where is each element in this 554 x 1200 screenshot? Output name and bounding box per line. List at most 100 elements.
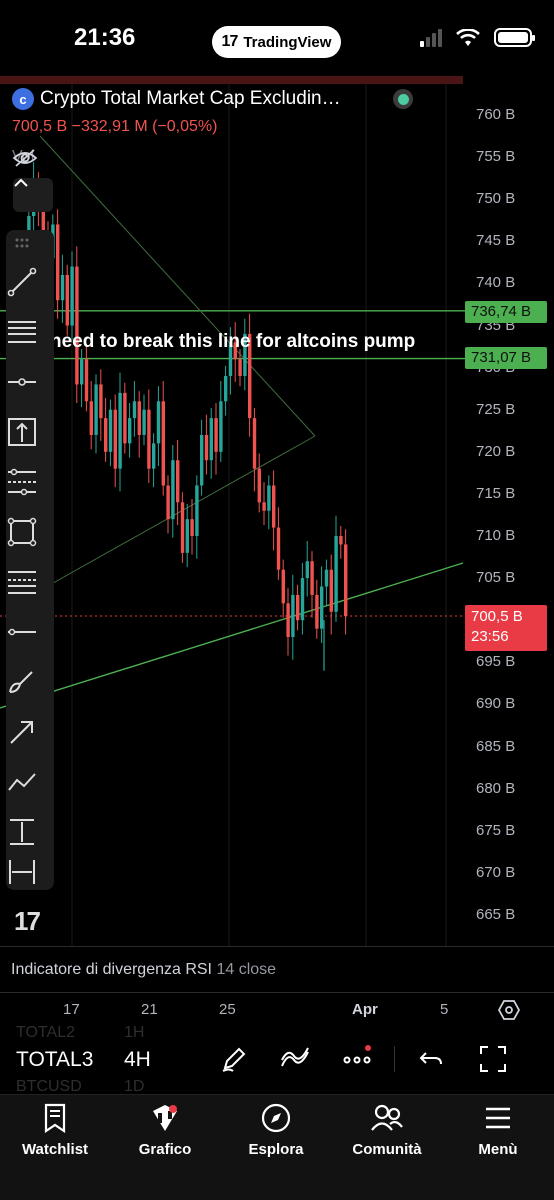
- trendline-tool-icon[interactable]: [6, 266, 38, 298]
- price-tag-731: 731,07 B: [465, 347, 547, 369]
- indicator-params: 14 close: [216, 961, 277, 978]
- ghost-symbol: TOTAL2: [16, 1024, 75, 1041]
- candle-body: [233, 342, 237, 360]
- candle-body: [228, 342, 233, 377]
- price-tag-label: 731,07 B: [471, 349, 532, 366]
- nav-label: Esplora: [248, 1141, 304, 1158]
- candle-body: [185, 519, 189, 553]
- long-position-icon[interactable]: [6, 416, 38, 448]
- time-label: 21: [141, 1001, 158, 1018]
- price-tag-736: 736,74 B: [465, 301, 547, 323]
- candle-body: [94, 384, 98, 435]
- candle-body: [291, 594, 295, 638]
- price-tick-label: 710 B: [476, 527, 516, 544]
- candle-body: [89, 401, 93, 435]
- candle-body: [248, 333, 252, 419]
- horizontal-ray-icon[interactable]: [6, 366, 38, 398]
- nav-label: Menù: [478, 1141, 518, 1158]
- candle-body: [315, 594, 319, 629]
- fib-retracement-icon[interactable]: [6, 316, 38, 348]
- path-tool-icon[interactable]: [6, 766, 38, 798]
- compass-icon: [261, 1103, 291, 1133]
- nav-watchlist[interactable]: Watchlist: [5, 1103, 105, 1158]
- candle-body: [99, 384, 103, 419]
- arrow-tool-icon[interactable]: [6, 716, 38, 748]
- pitchfork-icon[interactable]: [6, 466, 38, 498]
- candle-body: [339, 536, 343, 545]
- candle-body: [84, 359, 89, 402]
- interval-selector[interactable]: 4H: [124, 1048, 151, 1071]
- nav-community[interactable]: Comunità: [337, 1103, 437, 1158]
- rectangle-tool-icon[interactable]: [6, 516, 38, 548]
- nav-explore[interactable]: Esplora: [226, 1103, 326, 1158]
- candle-body: [243, 333, 247, 377]
- indicators-icon[interactable]: [280, 1044, 310, 1074]
- candle-body: [344, 544, 348, 616]
- candle-body: [142, 409, 146, 435]
- candle-body: [267, 485, 271, 511]
- chart-settings-icon[interactable]: [498, 999, 520, 1021]
- market-status-icon[interactable]: [393, 89, 413, 109]
- collapse-toolbar-button[interactable]: [13, 178, 53, 212]
- symbol-title[interactable]: Crypto Total Market Cap Excludin…: [40, 88, 341, 109]
- fullscreen-icon[interactable]: [478, 1044, 508, 1074]
- nav-label: Watchlist: [21, 1141, 89, 1158]
- chart-text-annotation[interactable]: need to break this line for altcoins pum…: [50, 331, 416, 352]
- price-tick-label: 705 B: [476, 569, 516, 587]
- candle-body: [324, 569, 329, 587]
- chart-area[interactable]: c Crypto Total Market Cap Excludin… 700,…: [0, 76, 554, 946]
- price-tick-label: 725 B: [476, 400, 516, 418]
- symbol-selector[interactable]: TOTAL3: [16, 1048, 94, 1071]
- candle-body: [190, 519, 194, 536]
- candle-body: [132, 401, 137, 419]
- indicator-legend[interactable]: Indicatore di divergenza RSI 14 close: [0, 946, 554, 992]
- legend-price-line: 700,5 B −332,91 M (−0,05%): [12, 118, 341, 136]
- price-range-icon[interactable]: [6, 816, 38, 848]
- candle-body: [257, 468, 261, 503]
- candle-body: [286, 603, 290, 638]
- tradingview-logo-icon: 17: [221, 33, 239, 50]
- candle-body: [238, 359, 242, 377]
- candle-body: [108, 409, 113, 452]
- status-bar: 21:36 17 TradingView: [0, 0, 554, 76]
- brush-icon[interactable]: [6, 666, 38, 698]
- app-pill-label: TradingView: [243, 33, 332, 51]
- candle-body: [70, 266, 74, 326]
- symbol-icon: c: [12, 88, 34, 110]
- pencil-icon[interactable]: [219, 1044, 249, 1074]
- price-tick-label: 695 B: [476, 653, 516, 671]
- current-price-label: 700,5 B: [471, 608, 523, 625]
- nav-chart[interactable]: Grafico: [115, 1103, 215, 1158]
- candle-body: [118, 392, 122, 469]
- status-time: 21:36: [74, 24, 136, 51]
- candle-body: [147, 409, 151, 469]
- indicator-name: Indicatore di divergenza RSI: [11, 961, 212, 978]
- candle-body: [171, 460, 175, 520]
- date-range-icon[interactable]: [6, 856, 38, 888]
- app-pill[interactable]: 17 TradingView: [212, 26, 341, 58]
- candle-body: [219, 401, 223, 452]
- drawing-toolbar: [6, 230, 54, 890]
- symbol-toolbar: TOTAL2 BTCUSD 1H 1D TOTAL3 4H: [0, 1024, 554, 1095]
- gann-fan-icon[interactable]: [6, 566, 38, 598]
- eye-hidden-icon[interactable]: [12, 148, 38, 168]
- horizontal-line-icon[interactable]: [6, 616, 38, 648]
- candle-body: [176, 460, 180, 503]
- candle-body: [200, 434, 204, 486]
- drag-handle-icon[interactable]: [6, 236, 38, 250]
- time-label: 5: [440, 1001, 449, 1018]
- candle-body: [180, 502, 185, 553]
- nav-label: Comunità: [352, 1141, 422, 1158]
- price-tick-label: 670 B: [476, 863, 516, 881]
- undo-icon[interactable]: [416, 1044, 446, 1074]
- candle-body: [65, 274, 69, 326]
- legend-change: −332,91 M (−0,05%): [71, 118, 218, 135]
- time-axis[interactable]: 17 21 25 Apr 5: [0, 992, 554, 1026]
- candle-body: [152, 443, 156, 469]
- candle-body: [104, 418, 108, 452]
- more-options-icon[interactable]: [342, 1044, 372, 1074]
- ghost-symbol: BTCUSD: [16, 1078, 82, 1095]
- system-icons: [420, 28, 535, 47]
- nav-menu[interactable]: Menù: [448, 1103, 548, 1158]
